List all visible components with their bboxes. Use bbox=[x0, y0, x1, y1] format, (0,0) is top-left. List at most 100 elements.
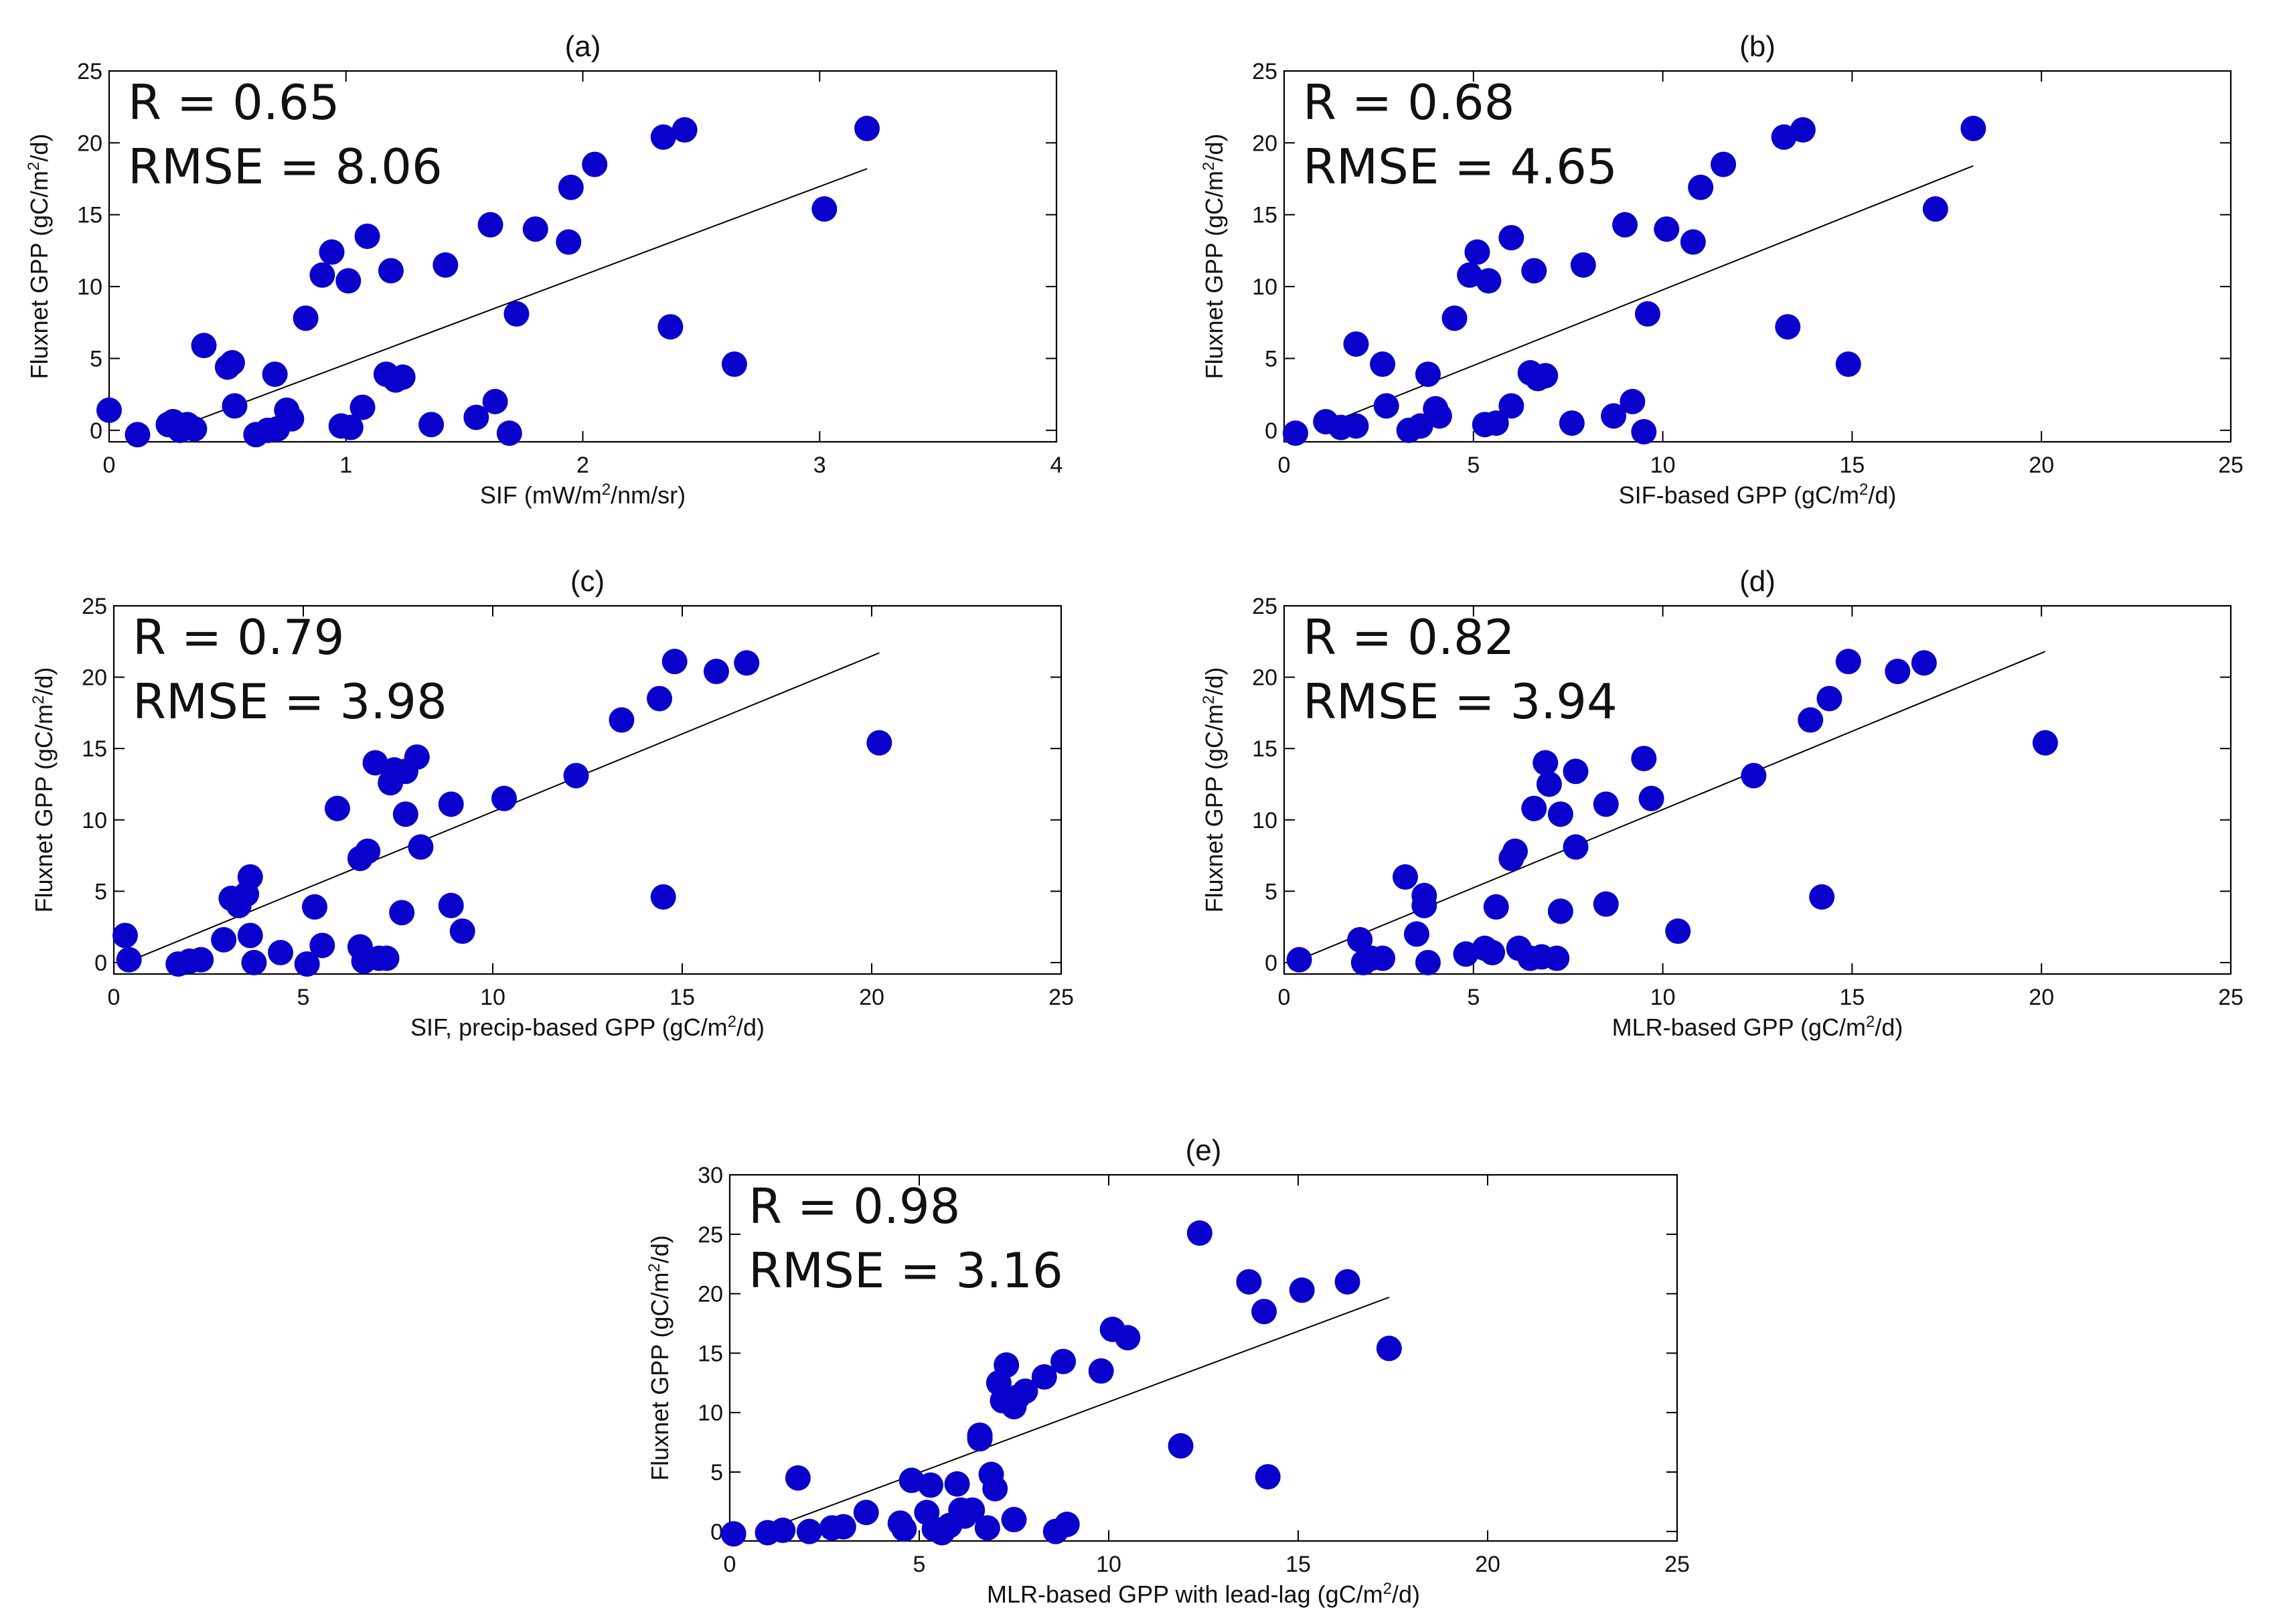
panel-c-data-point bbox=[294, 951, 320, 977]
panel-e-data-point bbox=[830, 1514, 856, 1540]
panel-b-data-point bbox=[1498, 225, 1524, 251]
panel-c-x-axis-label: SIF, precip-based GPP (gC/m2/d) bbox=[410, 1013, 765, 1042]
panel-c-data-point bbox=[866, 730, 892, 756]
panel-d-y-tick-label: 5 bbox=[1265, 879, 1277, 904]
panel-b-data-point bbox=[1521, 258, 1547, 284]
panel-d-rmse-value: RMSE = 3.94 bbox=[1303, 673, 1618, 730]
panel-e-data-point bbox=[1236, 1269, 1262, 1295]
panel-e-y-tick-label: 25 bbox=[698, 1222, 723, 1248]
panel-d-x-tick-label: 20 bbox=[2029, 985, 2054, 1010]
panel-a-data-point bbox=[672, 117, 698, 143]
panel-c-data-point bbox=[647, 685, 673, 712]
panel-c-data-point bbox=[392, 801, 418, 827]
panel-e-data-point bbox=[1050, 1348, 1077, 1374]
panel-b-data-point bbox=[1601, 403, 1627, 429]
panel-e-data-point bbox=[974, 1515, 1000, 1541]
panel-d-data-point bbox=[1286, 947, 1312, 973]
panel-c-y-tick-label: 10 bbox=[82, 808, 107, 833]
panel-c-x-tick-label: 15 bbox=[670, 985, 695, 1010]
panel-b-data-point bbox=[1960, 115, 1986, 141]
panel-e-x-tick-label: 15 bbox=[1285, 1552, 1311, 1577]
panel-e-data-point bbox=[853, 1499, 879, 1526]
panel-c-x-tick-label: 5 bbox=[297, 985, 310, 1010]
panel-c-data-point bbox=[703, 659, 729, 685]
panel-b-data-point bbox=[1654, 216, 1680, 242]
panel-e-x-tick-label: 20 bbox=[1475, 1552, 1500, 1577]
panel-d-data-point bbox=[1502, 838, 1528, 864]
panel-e-x-tick-label: 5 bbox=[913, 1552, 926, 1577]
panel-d-data-point bbox=[1798, 707, 1824, 733]
panel-b-data-point bbox=[1373, 393, 1399, 419]
panel-a-data-point bbox=[378, 258, 404, 284]
panel-c-data-point bbox=[268, 940, 294, 966]
panel-a-r-value: R = 0.65 bbox=[128, 74, 339, 131]
panel-b-x-tick-label: 10 bbox=[1650, 453, 1676, 478]
panel-a-y-tick-label: 5 bbox=[90, 346, 102, 372]
panel-a-data-point bbox=[463, 404, 489, 430]
panel-c-data-point bbox=[211, 926, 237, 953]
panel-a-title: (a) bbox=[565, 30, 601, 63]
panel-b-x-axis-label: SIF-based GPP (gC/m2/d) bbox=[1619, 481, 1897, 509]
panel-d-data-point bbox=[1547, 898, 1573, 924]
panel-a-data-point bbox=[522, 216, 548, 242]
panel-a-data-point bbox=[349, 394, 376, 420]
panel-c-data-point bbox=[650, 884, 676, 910]
panel-a-data-point bbox=[582, 151, 608, 177]
panel-a-data-point bbox=[279, 406, 305, 432]
panel-c-data-point bbox=[408, 834, 434, 860]
panel-e-data-point bbox=[1186, 1220, 1212, 1246]
panel-d-data-point bbox=[1911, 650, 1937, 676]
panel-a-data-point bbox=[335, 268, 362, 294]
panel-a-data-point bbox=[354, 223, 380, 249]
panel-b-x-tick-label: 0 bbox=[1278, 453, 1291, 478]
panel-d-y-tick-label: 0 bbox=[1265, 951, 1277, 976]
panel-b-data-point bbox=[1688, 174, 1714, 200]
panel-a-x-axis-label: SIF (mW/m2/nm/sr) bbox=[480, 481, 686, 509]
panel-d-data-point bbox=[1563, 834, 1589, 860]
panel-b-data-point bbox=[1498, 393, 1524, 419]
panel-d-x-tick-label: 10 bbox=[1650, 985, 1676, 1010]
panel-d-title: (d) bbox=[1739, 565, 1776, 598]
panel-c-data-point bbox=[438, 791, 464, 817]
panel-b-x-tick-label: 25 bbox=[2218, 453, 2244, 478]
panel-e-data-point bbox=[785, 1465, 811, 1491]
panel-d-data-point bbox=[1347, 926, 1373, 953]
panel-c-x-tick-label: 20 bbox=[859, 985, 884, 1010]
panel-d-data-point bbox=[1563, 758, 1589, 785]
panel-a-y-tick-label: 10 bbox=[77, 274, 102, 300]
panel-c-data-point bbox=[389, 900, 415, 926]
panel-e-data-point bbox=[1376, 1335, 1402, 1362]
panel-c-data-point bbox=[116, 947, 142, 973]
panel-b-data-point bbox=[1559, 410, 1585, 436]
panel-e-data-point bbox=[1031, 1364, 1057, 1390]
panel-a-data-point bbox=[496, 420, 522, 446]
panel-d-data-point bbox=[1593, 891, 1619, 917]
panel-d-data-point bbox=[1809, 884, 1835, 910]
panel-b-data-point bbox=[1464, 239, 1490, 265]
panel-d-y-tick-label: 10 bbox=[1252, 808, 1277, 833]
panel-c-y-tick-label: 20 bbox=[82, 665, 107, 691]
panel-b-data-point bbox=[1533, 363, 1559, 389]
panel-b-fit-line bbox=[1322, 165, 1974, 427]
panel-a: (a) 0 1 2 3 4 0 5 10 15 20 25 SIF (mW/m2/nm/sr) Fluxn… bbox=[25, 30, 1063, 509]
panel-e-plot-frame bbox=[728, 1173, 1678, 1542]
panel-a-data-point bbox=[319, 239, 345, 265]
panel-d-y-tick-label: 20 bbox=[1252, 665, 1277, 691]
panel-b-data-point bbox=[1711, 151, 1737, 177]
panel-c-data-point bbox=[374, 945, 400, 971]
panel-a-data-point bbox=[222, 393, 248, 419]
panel-b-data-point bbox=[1415, 361, 1441, 388]
panel-e-x-tick-label: 25 bbox=[1664, 1552, 1690, 1577]
panel-a-x-tick-label: 3 bbox=[813, 453, 826, 478]
panel-e-data-point bbox=[1255, 1464, 1281, 1490]
panel-b-y-tick-label: 15 bbox=[1252, 203, 1277, 228]
panel-b-y-tick-label: 20 bbox=[1252, 131, 1277, 156]
panel-e-data-point bbox=[770, 1518, 796, 1544]
panel-a-data-point bbox=[219, 349, 245, 376]
panel-d-data-point bbox=[1816, 685, 1842, 712]
panel-e-x-axis-label: MLR-based GPP with lead-lag (gC/m2/d) bbox=[987, 1580, 1420, 1609]
panel-e-data-point bbox=[1289, 1277, 1315, 1303]
panel-a-data-point bbox=[854, 115, 880, 141]
panel-a-data-point bbox=[657, 314, 684, 340]
panel-b-x-tick-label: 20 bbox=[2029, 453, 2054, 478]
